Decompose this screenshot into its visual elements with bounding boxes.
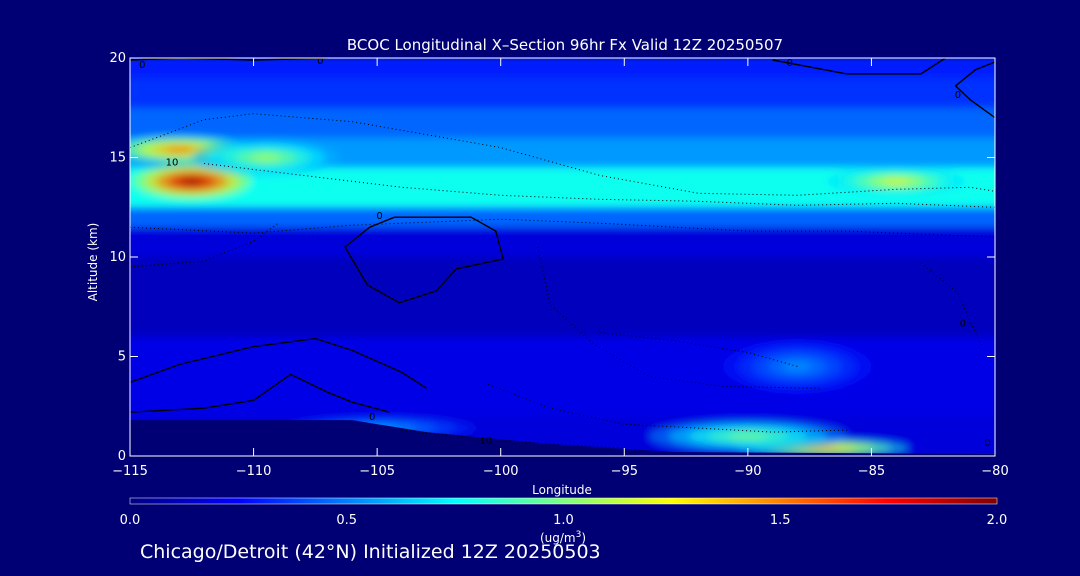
contour-dotted bbox=[599, 332, 798, 367]
contour-label: 0 bbox=[317, 56, 323, 67]
contour-label: 0 bbox=[139, 60, 145, 71]
colorbar-unit-suffix: ) bbox=[581, 531, 586, 545]
y-axis: 0 5 10 15 20 bbox=[109, 51, 995, 464]
x-tick-label: −95 bbox=[611, 464, 638, 479]
y-tick-label: 10 bbox=[109, 250, 126, 265]
heatmap-field bbox=[130, 58, 995, 456]
terrain-mask bbox=[130, 420, 995, 456]
heatmap-band bbox=[130, 77, 995, 108]
x-tick-label: −80 bbox=[981, 464, 1008, 479]
x-tick-label: −115 bbox=[112, 464, 148, 479]
colorbar-unit-prefix: (ug/m bbox=[540, 531, 576, 545]
contour-solid bbox=[130, 58, 328, 61]
x-axis: −115 −110 −105 −100 −95 −90 −85 −80 bbox=[112, 58, 1009, 479]
contour-dotted bbox=[130, 113, 995, 196]
heatmap-band bbox=[130, 257, 995, 337]
heatmap-band bbox=[130, 58, 995, 78]
heatmap-blob bbox=[728, 432, 768, 440]
heatmap-band bbox=[130, 227, 995, 257]
contour-dotted bbox=[204, 163, 995, 208]
colorbar bbox=[129, 497, 998, 505]
contour-solid bbox=[344, 216, 505, 304]
contour-dotted bbox=[130, 218, 995, 238]
contour-label: 10 bbox=[166, 157, 179, 168]
heatmap-blob bbox=[251, 153, 281, 162]
heatmap-blob bbox=[165, 146, 194, 153]
colorbar-tick-label: 2.0 bbox=[987, 513, 1008, 528]
contour-label: 0 bbox=[984, 438, 990, 449]
y-axis-label: Altitude (km) bbox=[86, 223, 100, 302]
y-tick-label: 20 bbox=[109, 51, 126, 66]
contour-label: 10 bbox=[480, 436, 493, 447]
x-axis-label: Longitude bbox=[532, 483, 592, 497]
contour-label: 0 bbox=[960, 319, 966, 330]
contour-label: 0 bbox=[955, 90, 961, 101]
y-tick-label: 15 bbox=[109, 151, 126, 166]
contour-lines bbox=[130, 58, 995, 449]
contour-solid bbox=[130, 373, 390, 413]
x-tick-label: −85 bbox=[858, 464, 885, 479]
heatmap-band bbox=[130, 336, 995, 417]
contour-solid bbox=[130, 337, 427, 389]
footer-caption: Chicago/Detroit (42°N) Initialized 12Z 2… bbox=[140, 541, 601, 563]
x-tick-label: −110 bbox=[236, 464, 272, 479]
colorbar-tick-label: 1.0 bbox=[553, 513, 574, 528]
x-tick-label: −100 bbox=[483, 464, 519, 479]
heatmap-band bbox=[130, 107, 995, 138]
chart-title: BCOC Longitudinal X–Section 96hr Fx Vali… bbox=[347, 36, 783, 54]
contour-labels: 0 0 0 0 10 0 0 10 0 0 bbox=[139, 56, 991, 449]
heatmap-blob bbox=[882, 178, 910, 185]
x-tick-label: −105 bbox=[359, 464, 395, 479]
heatmap-band bbox=[130, 207, 995, 228]
colorbar-unit-sup: 3 bbox=[576, 530, 582, 540]
colorbar-unit: (ug/m3) bbox=[540, 530, 586, 545]
colorbar-ticks: 0.0 0.5 1.0 1.5 2.0 bbox=[120, 513, 1008, 528]
contour-label: 0 bbox=[369, 412, 375, 423]
y-tick-label: 5 bbox=[118, 350, 126, 365]
x-tick-label: −90 bbox=[734, 464, 761, 479]
colorbar-tick-label: 0.5 bbox=[336, 513, 357, 528]
contour-solid bbox=[772, 58, 946, 75]
heatmap-blob bbox=[179, 177, 204, 185]
contour-label: 0 bbox=[376, 211, 382, 222]
y-tick-label: 0 bbox=[118, 449, 126, 464]
contour-solid bbox=[954, 61, 995, 119]
colorbar-tick-label: 0.0 bbox=[120, 513, 141, 528]
contour-label: 0 bbox=[787, 58, 793, 69]
colorbar-tick-label: 1.5 bbox=[770, 513, 791, 528]
